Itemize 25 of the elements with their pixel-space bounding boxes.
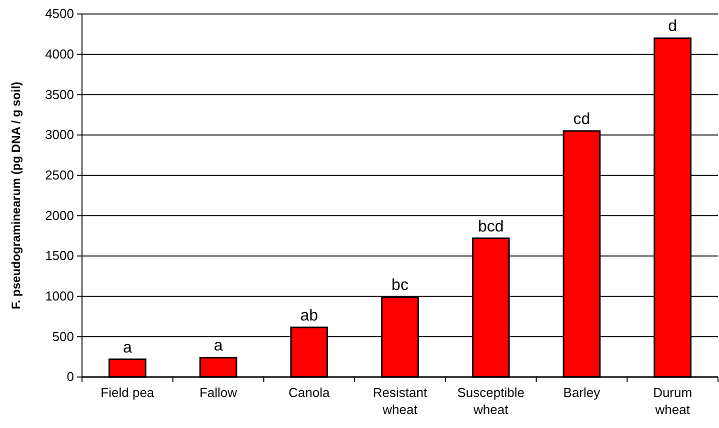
y-tick-label: 1000: [45, 288, 74, 304]
x-tick-label: Field pea: [100, 385, 155, 400]
annotation: cd: [573, 110, 590, 128]
x-tick-label: Canola: [288, 385, 331, 400]
y-tick-label: 500: [52, 328, 74, 344]
annotation: bcd: [478, 218, 504, 236]
x-tick-label: Resistant wheat: [372, 385, 428, 417]
y-tick-label: 4000: [45, 46, 74, 62]
x-tick-label: Barley: [563, 385, 601, 400]
y-tick-label: 4500: [45, 6, 74, 22]
y-tick-label: 2500: [45, 167, 74, 182]
x-tick-label: Susceptible wheat: [457, 385, 524, 417]
y-tick-label: 2000: [45, 208, 74, 223]
annotation: bc: [392, 277, 408, 294]
annotation: a: [122, 339, 132, 356]
annotation: a: [214, 338, 223, 355]
x-tick-label: Durum wheat: [653, 385, 692, 417]
y-tick-label: 0: [66, 369, 74, 384]
y-axis-title: F. pseudograminearum (pg DNA / g soil): [9, 82, 23, 310]
y-tick-label: 3000: [45, 127, 74, 142]
y-tick-label: 1500: [45, 248, 74, 264]
annotation: d: [668, 18, 678, 36]
annotation: ab: [300, 307, 318, 324]
x-tick-label: Fallow: [199, 385, 238, 400]
y-tick-label: 3500: [45, 86, 74, 102]
